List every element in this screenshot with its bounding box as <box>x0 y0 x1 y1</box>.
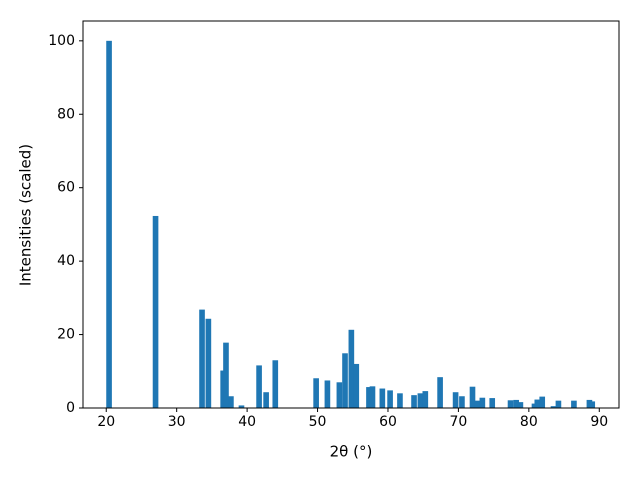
bar <box>223 342 229 408</box>
bar <box>348 329 355 408</box>
bar <box>589 401 596 408</box>
x-tick-label: 70 <box>449 414 467 430</box>
bar <box>324 380 331 408</box>
bar <box>489 398 496 408</box>
x-tick-label: 90 <box>590 414 608 430</box>
bar <box>474 400 481 408</box>
bar <box>513 399 519 408</box>
bar <box>353 363 360 408</box>
bar <box>106 40 112 408</box>
y-tick-label: 60 <box>57 180 75 196</box>
x-axis-title: 2θ (°) <box>330 443 373 461</box>
y-tick-label: 80 <box>57 106 75 122</box>
bar <box>228 396 234 408</box>
x-tick-label: 80 <box>520 414 538 430</box>
bar <box>550 406 557 408</box>
bar <box>313 378 319 408</box>
y-tick-label: 20 <box>57 327 75 343</box>
plot-frame <box>82 20 620 409</box>
bar <box>517 402 524 408</box>
bar <box>534 399 541 408</box>
y-tick-label: 40 <box>57 253 75 269</box>
bar <box>437 377 443 408</box>
bar <box>479 397 486 408</box>
bar <box>555 400 562 408</box>
x-tick-label: 50 <box>309 414 327 430</box>
bar <box>199 309 205 408</box>
bar <box>369 386 376 408</box>
bar <box>417 393 424 408</box>
y-tick-label: 100 <box>48 33 75 49</box>
bar <box>379 388 386 408</box>
bar <box>220 370 226 408</box>
bar <box>422 391 429 408</box>
bar <box>366 387 372 408</box>
bar <box>571 400 577 408</box>
x-tick-label: 30 <box>168 414 186 430</box>
bar <box>152 215 159 408</box>
y-tick-label: 0 <box>66 400 75 416</box>
bar <box>397 393 403 408</box>
bar <box>539 396 546 408</box>
bar <box>336 382 343 408</box>
bar <box>459 396 465 408</box>
x-tick-label: 60 <box>379 414 397 430</box>
bar <box>238 405 245 408</box>
bar <box>256 365 262 408</box>
bar <box>263 392 269 408</box>
bar <box>411 395 417 408</box>
bar <box>342 353 348 408</box>
bar <box>452 392 459 408</box>
x-tick-label: 20 <box>97 414 115 430</box>
bar <box>205 318 212 408</box>
bar <box>469 386 476 408</box>
bar <box>272 360 279 408</box>
bar <box>387 390 393 408</box>
x-tick-label: 40 <box>238 414 256 430</box>
y-axis-title: Intensities (scaled) <box>17 144 35 286</box>
bar <box>507 400 514 408</box>
